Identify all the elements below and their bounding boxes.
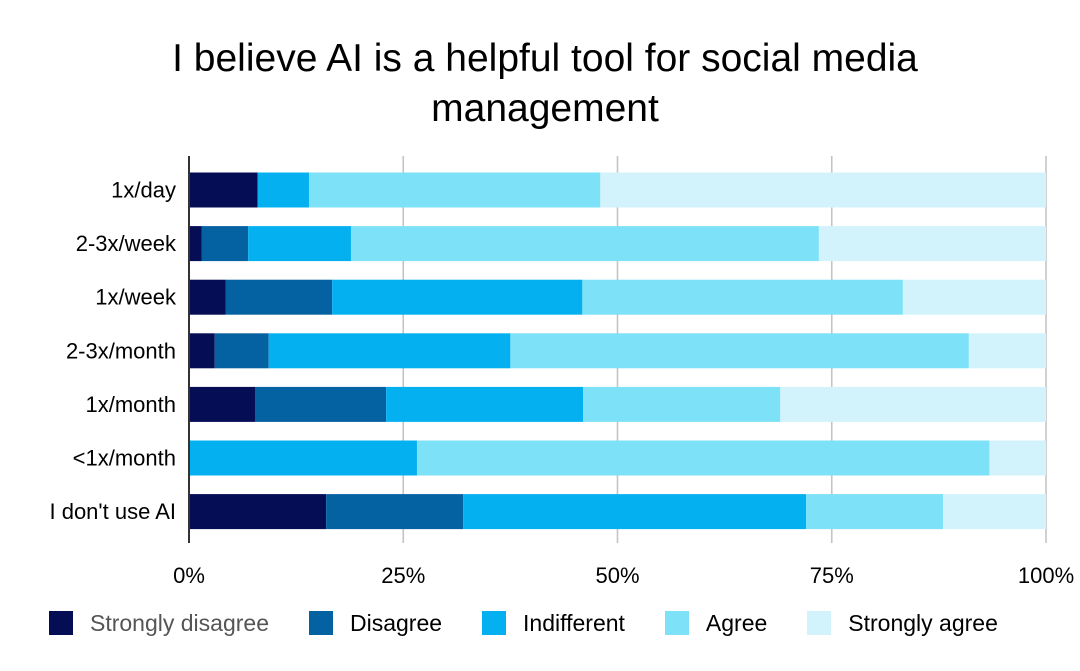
legend-label: Strongly disagree xyxy=(90,609,269,636)
legend-swatch xyxy=(309,611,333,635)
legend-swatch xyxy=(664,611,689,635)
bar-segment-3-3 xyxy=(510,333,969,369)
category-label: 1x/day xyxy=(111,178,176,203)
bar-segment-3-0 xyxy=(189,333,215,369)
bar-segment-1-3 xyxy=(350,226,819,262)
legend-label: Indifferent xyxy=(523,609,625,636)
bar-segment-5-4 xyxy=(989,440,1046,476)
x-tick-label: 75% xyxy=(810,563,854,588)
bar-segment-0-3 xyxy=(308,172,601,208)
bar-segment-6-1 xyxy=(326,494,464,530)
bar-segment-4-2 xyxy=(386,386,584,422)
legend-label: Strongly agree xyxy=(848,609,998,636)
bar-segment-3-1 xyxy=(214,333,269,369)
bar-segment-2-0 xyxy=(189,279,226,315)
bar-segment-6-2 xyxy=(463,494,807,530)
bar-segment-6-4 xyxy=(943,494,1046,530)
chart-title: I believe AI is a helpful tool for socia… xyxy=(172,37,918,130)
legend-item: Indifferent xyxy=(482,610,625,637)
legend-item: Agree xyxy=(664,609,768,637)
bar-segment-2-1 xyxy=(225,279,333,315)
legend: Strongly disagree Disagree Indifferent Agre… xyxy=(49,607,1038,639)
category-label: 2-3x/week xyxy=(76,231,177,256)
bars xyxy=(189,172,1046,530)
bar-segment-6-3 xyxy=(806,494,944,530)
legend-item: Strongly agree xyxy=(807,610,998,637)
x-tick-label: 25% xyxy=(381,563,425,588)
bar-segment-1-1 xyxy=(201,226,249,262)
bar-segment-4-0 xyxy=(189,386,255,422)
category-label: <1x/month xyxy=(73,446,176,471)
legend-swatch xyxy=(49,611,73,635)
bar-segment-3-4 xyxy=(968,333,1046,369)
bar-segment-0-4 xyxy=(600,172,1046,208)
bar-segment-4-3 xyxy=(583,386,781,422)
legend-label: Disagree xyxy=(350,609,443,636)
bar-segment-1-0 xyxy=(189,226,202,262)
bar-segment-3-2 xyxy=(268,333,511,369)
bar-segment-0-0 xyxy=(189,172,258,208)
bar-segment-4-1 xyxy=(254,386,387,422)
bar-segment-2-4 xyxy=(902,279,1046,315)
x-tick-label: 50% xyxy=(595,563,639,588)
x-tick-label: 0% xyxy=(173,563,205,588)
legend-swatch xyxy=(482,611,507,635)
legend-item: Disagree xyxy=(309,610,442,637)
x-tick-label: 100% xyxy=(1018,563,1074,588)
legend-item: Strongly disagree xyxy=(49,610,269,637)
category-label: 2-3x/month xyxy=(66,338,176,363)
bar-segment-5-2 xyxy=(189,440,417,476)
bar-segment-2-3 xyxy=(582,279,903,315)
bar-segment-5-3 xyxy=(416,440,990,476)
bar-segment-6-0 xyxy=(189,494,327,530)
labels: 1x/day 2-3x/week 1x/week 2-3x/month 1x/month… xyxy=(49,178,1074,589)
legend-label: Agree xyxy=(705,609,768,636)
category-label: 1x/week xyxy=(95,285,177,310)
bar-segment-1-4 xyxy=(818,226,1046,262)
category-label: I don't use AI xyxy=(49,499,176,524)
category-label: 1x/month xyxy=(86,392,177,417)
bar-segment-1-2 xyxy=(248,226,351,262)
legend-swatch xyxy=(807,611,832,635)
bar-segment-4-4 xyxy=(780,386,1046,422)
bar-segment-2-2 xyxy=(332,279,583,315)
bar-segment-0-2 xyxy=(257,172,309,208)
